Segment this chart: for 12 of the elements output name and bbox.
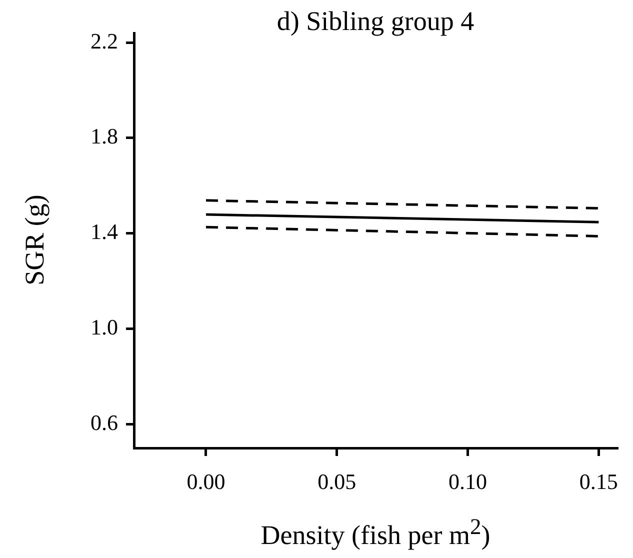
y-tick-label: 1.8 (90, 124, 118, 149)
x-tick-label: 0.00 (186, 468, 226, 494)
chart-title: d) Sibling group 4 (276, 6, 476, 36)
x-tick-label: 0.15 (579, 468, 618, 494)
x-tick-label: 0.05 (318, 468, 356, 494)
y-tick-label: 2.2 (90, 28, 118, 54)
y-tick-label: 0.6 (90, 410, 118, 435)
y-tick-label: 1.0 (90, 314, 118, 340)
y-tick-label: 1.4 (90, 219, 118, 244)
x-axis-title: Density (fish per m$^{2}$) (260, 513, 492, 552)
y-axis-title: SGR (g) (20, 194, 50, 286)
x-tick-label: 0.10 (448, 468, 488, 494)
